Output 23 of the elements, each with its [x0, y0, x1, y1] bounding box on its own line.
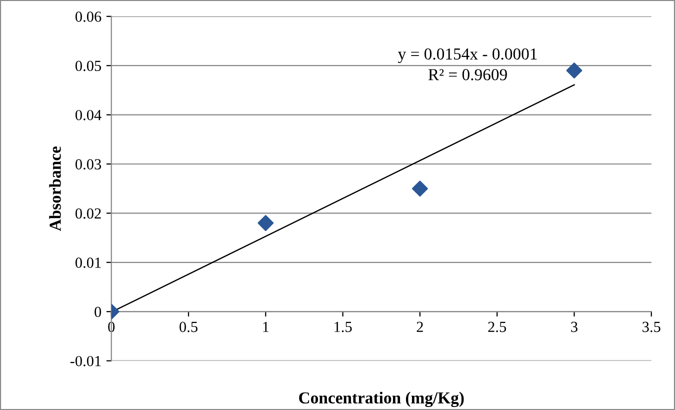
- x-tick-label: 1: [263, 322, 269, 332]
- point: [258, 215, 274, 232]
- y-tick-label: 0.05: [76, 60, 102, 72]
- y-tick-label: 0.06: [76, 12, 102, 22]
- x-tick-label: 2: [416, 322, 423, 332]
- x-tick-label: 3: [571, 322, 578, 332]
- x-tick-label: 2.5: [488, 322, 506, 332]
- annotation: y = 0.0154x - 0.0001: [398, 48, 537, 64]
- y-tick-label: -0.01: [70, 356, 101, 366]
- x-tick-label: 0.5: [180, 322, 198, 332]
- point: [566, 62, 582, 78]
- y-tick-label: 0.01: [76, 258, 101, 268]
- y-tick-label: 0.02: [76, 208, 101, 219]
- y-tick-label: 0.04: [76, 110, 102, 120]
- x-tick-label: 1.5: [334, 322, 352, 332]
- point: [412, 180, 428, 197]
- y-tick-label: 0: [94, 306, 102, 318]
- x-axis-title: Concentration (mg/Kg): [299, 392, 464, 408]
- x-tick-label: 0: [108, 322, 115, 332]
- annotation: R² = 0.9609: [428, 69, 507, 80]
- y-axis-title: Absorbance: [49, 146, 61, 232]
- y-tick-label: 0.03: [76, 159, 102, 170]
- x-tick-label: 3.5: [642, 322, 660, 332]
